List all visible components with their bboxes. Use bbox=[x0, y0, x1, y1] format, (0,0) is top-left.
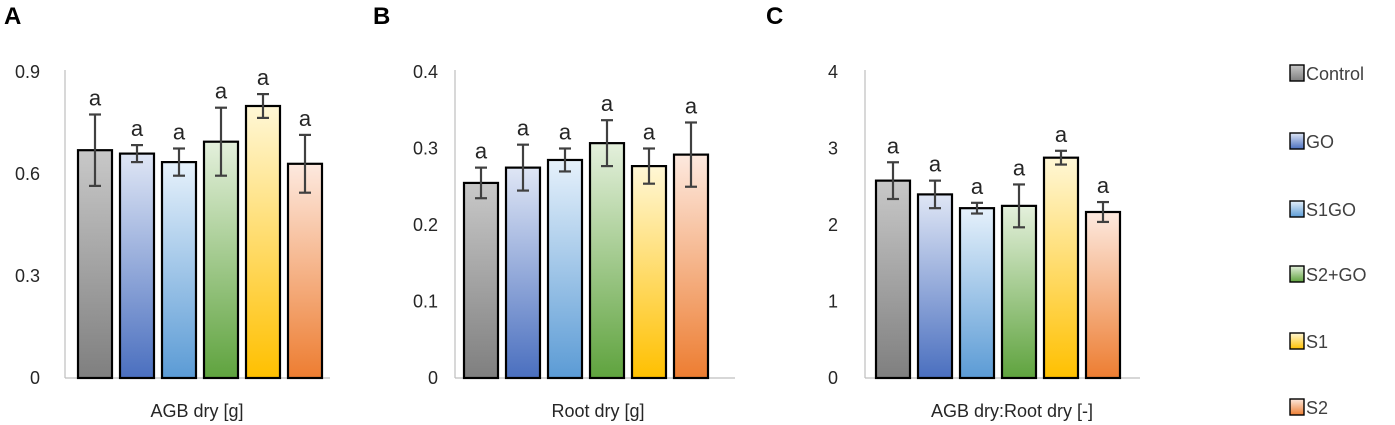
error-bar bbox=[929, 179, 941, 210]
y-tick-label: 4 bbox=[828, 62, 838, 82]
bar-s1go bbox=[546, 158, 584, 380]
legend-label: S2+GO bbox=[1306, 265, 1367, 285]
significance-label: a bbox=[89, 86, 102, 111]
legend-item-s1go: S1GO bbox=[1289, 200, 1356, 220]
significance-label: a bbox=[559, 120, 572, 145]
bar-s2 bbox=[286, 162, 324, 380]
legend-label: S1 bbox=[1306, 332, 1328, 352]
significance-label: a bbox=[299, 106, 312, 131]
panel-b: B 0 0.1 0.2 0.3 0.4 a a a a a a Root dry [g] bbox=[373, 3, 735, 421]
error-bar bbox=[299, 133, 311, 194]
legend-item-go: GO bbox=[1289, 132, 1334, 152]
significance-label: a bbox=[475, 139, 488, 164]
bar-s1 bbox=[1042, 156, 1080, 380]
significance-label: a bbox=[257, 65, 270, 90]
panel-a: A 0 0.3 0.6 0.9 a a a a a a AGB dry [g] bbox=[4, 3, 330, 421]
bar-s2-go bbox=[588, 142, 626, 380]
bar-s1 bbox=[630, 164, 668, 380]
bar-go bbox=[504, 166, 542, 380]
legend-swatch bbox=[1289, 64, 1305, 82]
panel-letter: B bbox=[373, 3, 390, 30]
significance-label: a bbox=[131, 116, 144, 141]
panel-c: C 0 1 2 3 4 a a a a a a AGB dry:Root dry [-] bbox=[766, 3, 1140, 421]
bar-control bbox=[462, 181, 500, 380]
panel-letter: A bbox=[4, 3, 21, 30]
error-bar bbox=[1055, 149, 1067, 166]
significance-label: a bbox=[517, 116, 530, 141]
bar-go bbox=[916, 193, 954, 380]
bar-control bbox=[874, 179, 912, 380]
y-tick-label: 0 bbox=[30, 368, 40, 388]
error-bar bbox=[685, 121, 697, 188]
error-bar bbox=[475, 166, 487, 200]
y-tick-label: 0.3 bbox=[413, 139, 438, 159]
significance-label: a bbox=[1097, 173, 1110, 198]
bar-s2-go bbox=[202, 140, 240, 380]
legend-label: GO bbox=[1306, 132, 1334, 152]
y-tick-label: 0.6 bbox=[15, 164, 40, 184]
legend-label: S2 bbox=[1306, 398, 1328, 418]
error-bar bbox=[1013, 183, 1025, 229]
x-axis-label: Root dry [g] bbox=[551, 401, 644, 421]
error-bar bbox=[971, 201, 983, 215]
legend-swatch bbox=[1289, 332, 1305, 350]
error-bar bbox=[887, 161, 899, 201]
legend: Control GO S1GO S2+GO S1 S2 bbox=[1289, 64, 1367, 418]
legend-item-s2: S2 bbox=[1289, 398, 1328, 418]
error-bar bbox=[173, 147, 185, 177]
legend-swatch bbox=[1289, 132, 1305, 150]
significance-label: a bbox=[929, 152, 942, 177]
legend-swatch bbox=[1289, 265, 1305, 283]
significance-label: a bbox=[601, 91, 614, 116]
legend-label: Control bbox=[1306, 64, 1364, 84]
x-axis-label: AGB dry:Root dry [-] bbox=[931, 401, 1093, 421]
legend-item-s2-go: S2+GO bbox=[1289, 265, 1367, 285]
bar-s2 bbox=[1084, 210, 1122, 380]
bar-s1 bbox=[244, 104, 282, 380]
error-bar bbox=[131, 144, 143, 164]
y-tick-label: 0.3 bbox=[15, 266, 40, 286]
bar-s2 bbox=[672, 153, 710, 380]
error-bar bbox=[215, 106, 227, 177]
significance-label: a bbox=[971, 174, 984, 199]
significance-label: a bbox=[887, 133, 900, 158]
y-tick-label: 0 bbox=[828, 368, 838, 388]
bar-go bbox=[118, 152, 156, 380]
error-bar bbox=[601, 119, 613, 168]
significance-label: a bbox=[173, 120, 186, 145]
panel-letter: C bbox=[766, 3, 783, 30]
error-bar bbox=[643, 147, 655, 185]
significance-label: a bbox=[1055, 122, 1068, 147]
bar-s1go bbox=[958, 207, 996, 380]
error-bar bbox=[517, 143, 529, 192]
bar-s1go bbox=[160, 161, 198, 380]
bar-s2-go bbox=[1000, 204, 1038, 380]
legend-item-control: Control bbox=[1289, 64, 1364, 84]
y-tick-label: 1 bbox=[828, 292, 838, 312]
significance-label: a bbox=[215, 79, 228, 104]
y-tick-label: 0.1 bbox=[413, 292, 438, 312]
legend-label: S1GO bbox=[1306, 200, 1356, 220]
legend-item-s1: S1 bbox=[1289, 332, 1328, 352]
error-bar bbox=[89, 113, 101, 187]
significance-label: a bbox=[685, 93, 698, 118]
y-tick-label: 0 bbox=[428, 368, 438, 388]
bar-control bbox=[76, 149, 114, 380]
error-bar bbox=[1097, 200, 1109, 224]
error-bar bbox=[257, 92, 269, 120]
significance-label: a bbox=[1013, 155, 1026, 180]
y-tick-label: 0.2 bbox=[413, 215, 438, 235]
y-tick-label: 3 bbox=[828, 139, 838, 159]
x-axis-label: AGB dry [g] bbox=[150, 401, 243, 421]
error-bar bbox=[559, 147, 571, 173]
legend-swatch bbox=[1289, 398, 1305, 416]
y-tick-label: 0.9 bbox=[15, 62, 40, 82]
legend-swatch bbox=[1289, 200, 1305, 218]
significance-label: a bbox=[643, 120, 656, 145]
y-tick-label: 2 bbox=[828, 215, 838, 235]
y-tick-label: 0.4 bbox=[413, 62, 438, 82]
